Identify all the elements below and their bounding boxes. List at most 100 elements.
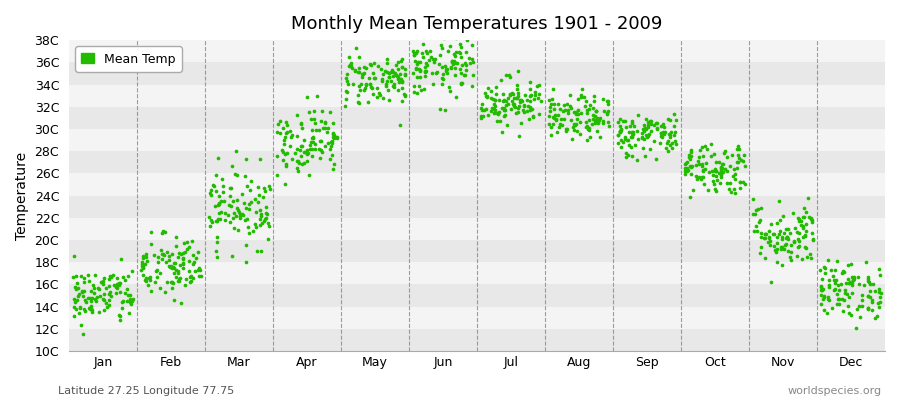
Point bbox=[454, 81, 468, 88]
Point bbox=[344, 60, 358, 67]
Point bbox=[355, 74, 369, 80]
Point bbox=[410, 61, 425, 68]
Point bbox=[316, 125, 330, 131]
Point bbox=[262, 185, 276, 192]
Point bbox=[764, 221, 778, 228]
Point bbox=[394, 56, 409, 62]
Point bbox=[278, 118, 293, 125]
Point bbox=[707, 186, 722, 192]
Point bbox=[495, 129, 509, 135]
Point bbox=[491, 111, 505, 118]
Point bbox=[259, 214, 274, 221]
Point bbox=[274, 118, 288, 124]
Point bbox=[792, 218, 806, 224]
Point bbox=[714, 170, 728, 176]
Point bbox=[546, 101, 561, 107]
Point bbox=[497, 97, 511, 103]
Point bbox=[426, 81, 440, 88]
Point bbox=[176, 264, 191, 271]
Point bbox=[176, 255, 190, 261]
Point bbox=[152, 285, 166, 292]
Point bbox=[564, 117, 579, 123]
Point bbox=[829, 277, 843, 284]
Point bbox=[644, 120, 658, 127]
Point bbox=[388, 70, 402, 76]
Point bbox=[92, 286, 106, 292]
Point bbox=[862, 288, 877, 294]
Point bbox=[864, 306, 878, 313]
Point bbox=[418, 68, 432, 75]
Point bbox=[380, 68, 394, 75]
Point bbox=[805, 214, 819, 221]
Point bbox=[568, 122, 582, 128]
Point bbox=[622, 142, 636, 148]
Point bbox=[834, 296, 849, 303]
Point bbox=[112, 280, 127, 286]
Point bbox=[372, 90, 386, 96]
Point bbox=[485, 104, 500, 111]
Point bbox=[413, 67, 428, 74]
Point bbox=[684, 147, 698, 154]
Point bbox=[790, 215, 805, 222]
Point bbox=[637, 153, 652, 159]
Point bbox=[438, 68, 453, 74]
Point bbox=[866, 281, 880, 287]
Point bbox=[696, 168, 710, 174]
Point bbox=[82, 277, 96, 284]
Point bbox=[305, 127, 320, 133]
Point bbox=[775, 244, 789, 250]
Point bbox=[706, 172, 721, 178]
Point bbox=[327, 132, 341, 138]
Point bbox=[610, 140, 625, 147]
Point bbox=[480, 94, 494, 100]
Point bbox=[305, 134, 320, 140]
Point bbox=[99, 300, 113, 306]
Point bbox=[163, 264, 177, 271]
Point bbox=[278, 151, 293, 158]
Point bbox=[390, 72, 404, 79]
Point bbox=[374, 77, 389, 84]
Point bbox=[800, 254, 814, 260]
Point bbox=[783, 230, 797, 236]
Point bbox=[617, 118, 632, 124]
Point bbox=[780, 236, 795, 242]
Point bbox=[374, 66, 388, 73]
Point bbox=[97, 275, 112, 281]
Point bbox=[639, 126, 653, 132]
Point bbox=[682, 155, 697, 162]
Point bbox=[544, 132, 558, 138]
Point bbox=[494, 77, 508, 83]
Point bbox=[794, 218, 808, 225]
Point bbox=[612, 128, 626, 134]
Point bbox=[113, 316, 128, 323]
Point bbox=[262, 182, 276, 189]
Point bbox=[753, 233, 768, 240]
Point bbox=[407, 89, 421, 95]
Point bbox=[826, 273, 841, 279]
Point bbox=[346, 81, 360, 87]
Point bbox=[256, 218, 271, 225]
Point bbox=[746, 196, 760, 203]
Point bbox=[116, 274, 130, 280]
Point bbox=[754, 230, 769, 237]
Point bbox=[678, 165, 692, 171]
Point bbox=[410, 48, 424, 54]
Point bbox=[71, 292, 86, 299]
Point bbox=[193, 267, 207, 274]
Bar bbox=[69, 129, 885, 151]
Point bbox=[592, 114, 607, 121]
Point bbox=[351, 65, 365, 71]
Point bbox=[763, 238, 778, 244]
Point bbox=[141, 274, 156, 281]
Point bbox=[343, 63, 357, 69]
Point bbox=[657, 124, 671, 130]
Point bbox=[769, 247, 783, 254]
Point bbox=[583, 101, 598, 108]
Point bbox=[814, 292, 829, 298]
Point bbox=[314, 147, 328, 154]
Point bbox=[759, 231, 773, 238]
Point bbox=[513, 97, 527, 104]
Point bbox=[682, 152, 697, 158]
Point bbox=[679, 161, 693, 168]
Point bbox=[821, 256, 835, 263]
